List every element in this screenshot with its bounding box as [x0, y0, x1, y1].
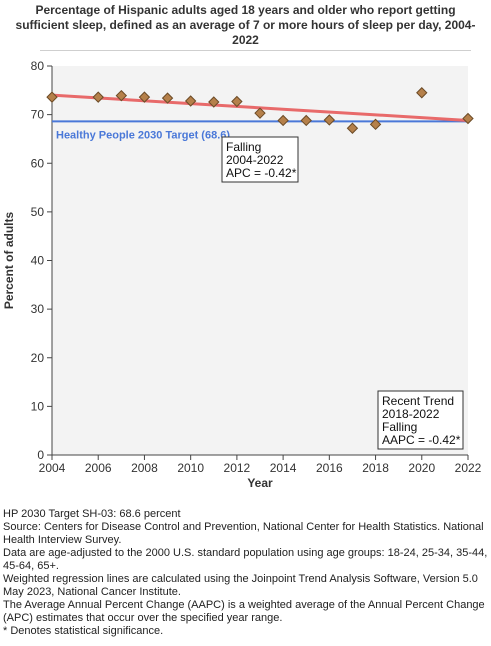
note-aapc: The Average Annual Percent Change (AAPC)…	[3, 599, 485, 624]
x-tick-label: 2004	[39, 461, 66, 475]
x-tick-label: 2014	[270, 461, 297, 475]
data-point	[346, 122, 359, 134]
y-tick-label: 70	[31, 108, 45, 122]
annotation-recent-line: AAPC = -0.42*	[382, 433, 461, 447]
data-point	[138, 91, 151, 103]
y-tick-label: 50	[31, 205, 45, 219]
data-point	[184, 95, 197, 107]
chart-title: Percentage of Hispanic adults aged 18 ye…	[15, 3, 476, 47]
target-label: Healthy People 2030 Target (68.6)	[56, 129, 230, 141]
data-point	[231, 95, 243, 108]
data-point	[369, 118, 382, 131]
data-point	[323, 114, 336, 126]
y-tick-label: 30	[31, 302, 45, 316]
x-axis-title: Year	[247, 476, 273, 490]
note-regression: Weighted regression lines are calculated…	[3, 573, 478, 598]
x-tick-label: 2006	[85, 461, 112, 475]
y-tick-label: 20	[31, 351, 45, 365]
annotation-recent-line: Falling	[382, 420, 417, 434]
annotation-overall-line: Falling	[226, 140, 261, 154]
annotation-recent-line: 2018-2022	[382, 407, 440, 421]
data-point	[115, 89, 128, 102]
y-tick-label: 10	[31, 399, 45, 413]
y-tick-label: 80	[31, 59, 45, 73]
data-point	[462, 112, 474, 125]
data-point	[254, 107, 266, 119]
x-tick-label: 2018	[362, 461, 389, 475]
annotation-overall-box	[221, 136, 299, 183]
chart-notes: HP 2030 Target SH-03: 68.6 percent Sourc…	[3, 508, 489, 638]
data-point	[46, 91, 58, 103]
data-point	[92, 91, 104, 103]
chart-svg: 0 10 20 30 40 50 60 70 80 2004 2006 2008 2010 2012 201…	[2, 59, 482, 490]
note-target: HP 2030 Target SH-03: 68.6 percent	[3, 508, 181, 520]
y-tick-label: 60	[31, 156, 45, 170]
x-tick-label: 2012	[224, 461, 251, 475]
annotation-overall-line: 2004-2022	[226, 153, 284, 167]
annotation-recent-line: Recent Trend	[382, 394, 454, 408]
note-age-adjust: Data are age-adjusted to the 2000 U.S. s…	[3, 547, 488, 572]
note-significance: * Denotes statistical significance.	[3, 625, 164, 637]
plot-area	[52, 66, 468, 455]
x-tick-label: 2008	[131, 461, 158, 475]
data-point	[416, 87, 428, 99]
annotation-recent-box	[377, 390, 464, 450]
y-tick-label: 0	[37, 448, 44, 462]
x-tick-label: 2016	[316, 461, 343, 475]
y-tick-label: 40	[31, 254, 45, 268]
data-point	[161, 92, 174, 104]
data-point	[300, 114, 312, 127]
y-axis-title: Percent of adults	[2, 212, 16, 310]
x-tick-label: 2022	[455, 461, 482, 475]
data-point	[208, 96, 220, 108]
title-divider	[40, 50, 471, 51]
x-tick-label: 2010	[177, 461, 204, 475]
annotation-overall-line: APC = -0.42*	[226, 166, 297, 180]
x-tick-label: 2020	[408, 461, 435, 475]
data-point	[277, 114, 289, 127]
note-source: Source: Centers for Disease Control and …	[3, 521, 484, 546]
